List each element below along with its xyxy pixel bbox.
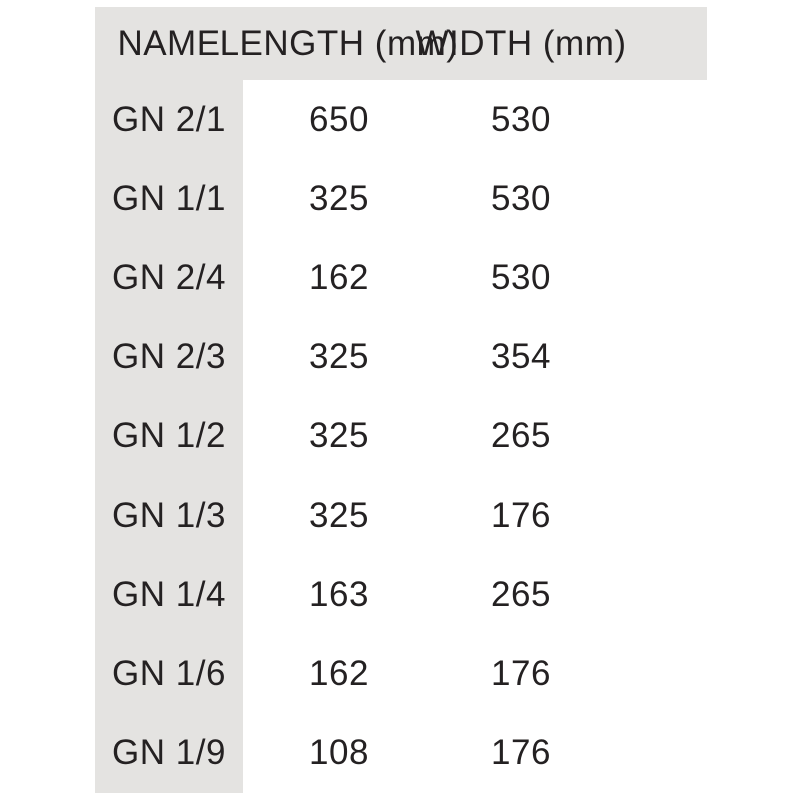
cell-length: 162 <box>309 257 369 297</box>
cell-length: 325 <box>309 495 369 535</box>
cell-length: 650 <box>309 99 369 139</box>
cell-width: 265 <box>491 574 551 614</box>
cell-spacer <box>607 634 707 713</box>
cell-spacer <box>607 238 707 317</box>
cell-name: GN 2/1 <box>95 80 243 160</box>
cell-name: GN 1/9 <box>95 713 243 793</box>
cell-name: GN 1/3 <box>95 475 243 556</box>
cell-width: 354 <box>491 337 551 377</box>
table-row: GN 2/4 162 530 <box>95 238 707 318</box>
table-row: GN 1/3 325 176 <box>95 475 707 556</box>
table-row: GN 2/1 650 530 <box>95 80 707 160</box>
cell-length: 325 <box>309 337 369 377</box>
cell-width: 176 <box>491 733 551 773</box>
cell-spacer <box>607 80 707 159</box>
cell-width: 530 <box>491 99 551 139</box>
cell-width: 176 <box>491 653 551 693</box>
table-row: GN 2/3 325 354 <box>95 317 707 397</box>
cell-spacer <box>607 555 707 634</box>
cell-length: 163 <box>309 574 369 614</box>
cell-spacer <box>607 714 707 793</box>
cell-width: 530 <box>491 178 551 218</box>
cell-name: GN 1/6 <box>95 634 243 714</box>
table-row: GN 1/1 325 530 <box>95 159 707 239</box>
header-cell-name: NAME <box>117 23 221 63</box>
header-cell-length: LENGTH (mm) <box>219 23 459 63</box>
cell-width: 176 <box>491 495 551 535</box>
table-row: GN 1/2 325 265 <box>95 396 707 476</box>
cell-name: GN 2/3 <box>95 317 243 397</box>
table-header-row: NAME LENGTH (mm) WIDTH (mm) <box>95 7 707 80</box>
size-spec-table: NAME LENGTH (mm) WIDTH (mm) GN 2/1 650 5… <box>95 7 707 793</box>
cell-name: GN 1/4 <box>95 555 243 635</box>
table-row: GN 1/6 162 176 <box>95 634 707 714</box>
cell-width: 265 <box>491 416 551 456</box>
cell-name: GN 1/2 <box>95 396 243 476</box>
cell-spacer <box>607 318 707 397</box>
cell-spacer <box>607 476 707 555</box>
cell-name: GN 2/4 <box>95 238 243 318</box>
header-cell-width: WIDTH (mm) <box>415 23 627 63</box>
header-cell-spacer <box>607 7 707 80</box>
cell-length: 325 <box>309 416 369 456</box>
cell-length: 108 <box>309 733 369 773</box>
cell-width: 530 <box>491 257 551 297</box>
table-row: GN 1/9 108 176 <box>95 713 707 793</box>
table-row: GN 1/4 163 265 <box>95 555 707 635</box>
cell-length: 325 <box>309 178 369 218</box>
cell-name: GN 1/1 <box>95 159 243 239</box>
cell-length: 162 <box>309 653 369 693</box>
cell-spacer <box>607 397 707 476</box>
cell-spacer <box>607 159 707 238</box>
